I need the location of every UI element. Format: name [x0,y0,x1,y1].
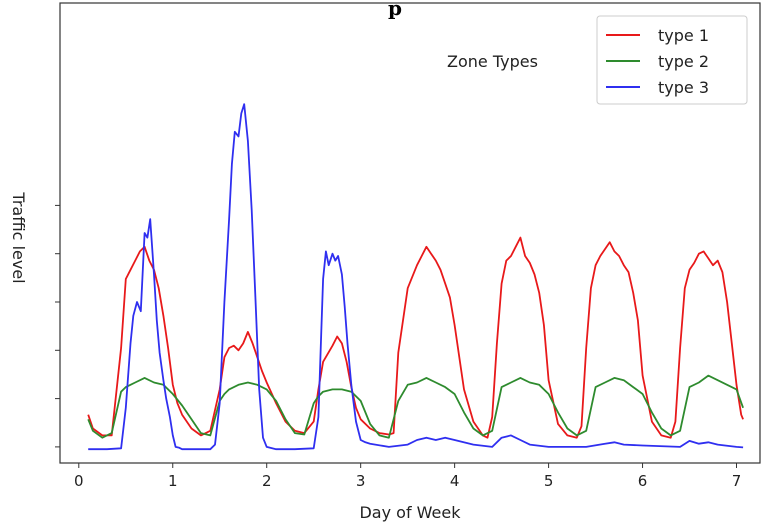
plot-frame [59,2,761,464]
legend-label-type-2: type 2 [658,52,709,71]
x-tick-label: 0 [74,472,84,490]
series-line-type-2 [87,374,744,439]
series-line-type-1 [87,236,744,439]
x-tick-label: 7 [732,472,742,490]
x-tick-label: 1 [168,472,178,490]
chart-title: p [388,0,402,20]
x-tick-label: 5 [544,472,554,490]
series-layer [87,103,744,451]
x-tick-label: 4 [450,472,460,490]
legend: Zone Types type 1 type 2 type 3 [447,15,748,105]
legend-label-type-1: type 1 [658,26,709,45]
x-tick-label: 2 [262,472,272,490]
x-axis: 0 1 2 3 4 5 6 7 [74,463,741,490]
x-tick-label: 6 [638,472,648,490]
legend-box [596,15,748,105]
y-axis [55,204,60,448]
y-axis-label: Traffic level [9,191,28,283]
x-tick-label: 3 [356,472,366,490]
legend-label-type-3: type 3 [658,78,709,97]
series-line-type-3 [88,103,744,451]
x-axis-label: Day of Week [359,503,461,522]
legend-title: Zone Types [447,52,538,71]
